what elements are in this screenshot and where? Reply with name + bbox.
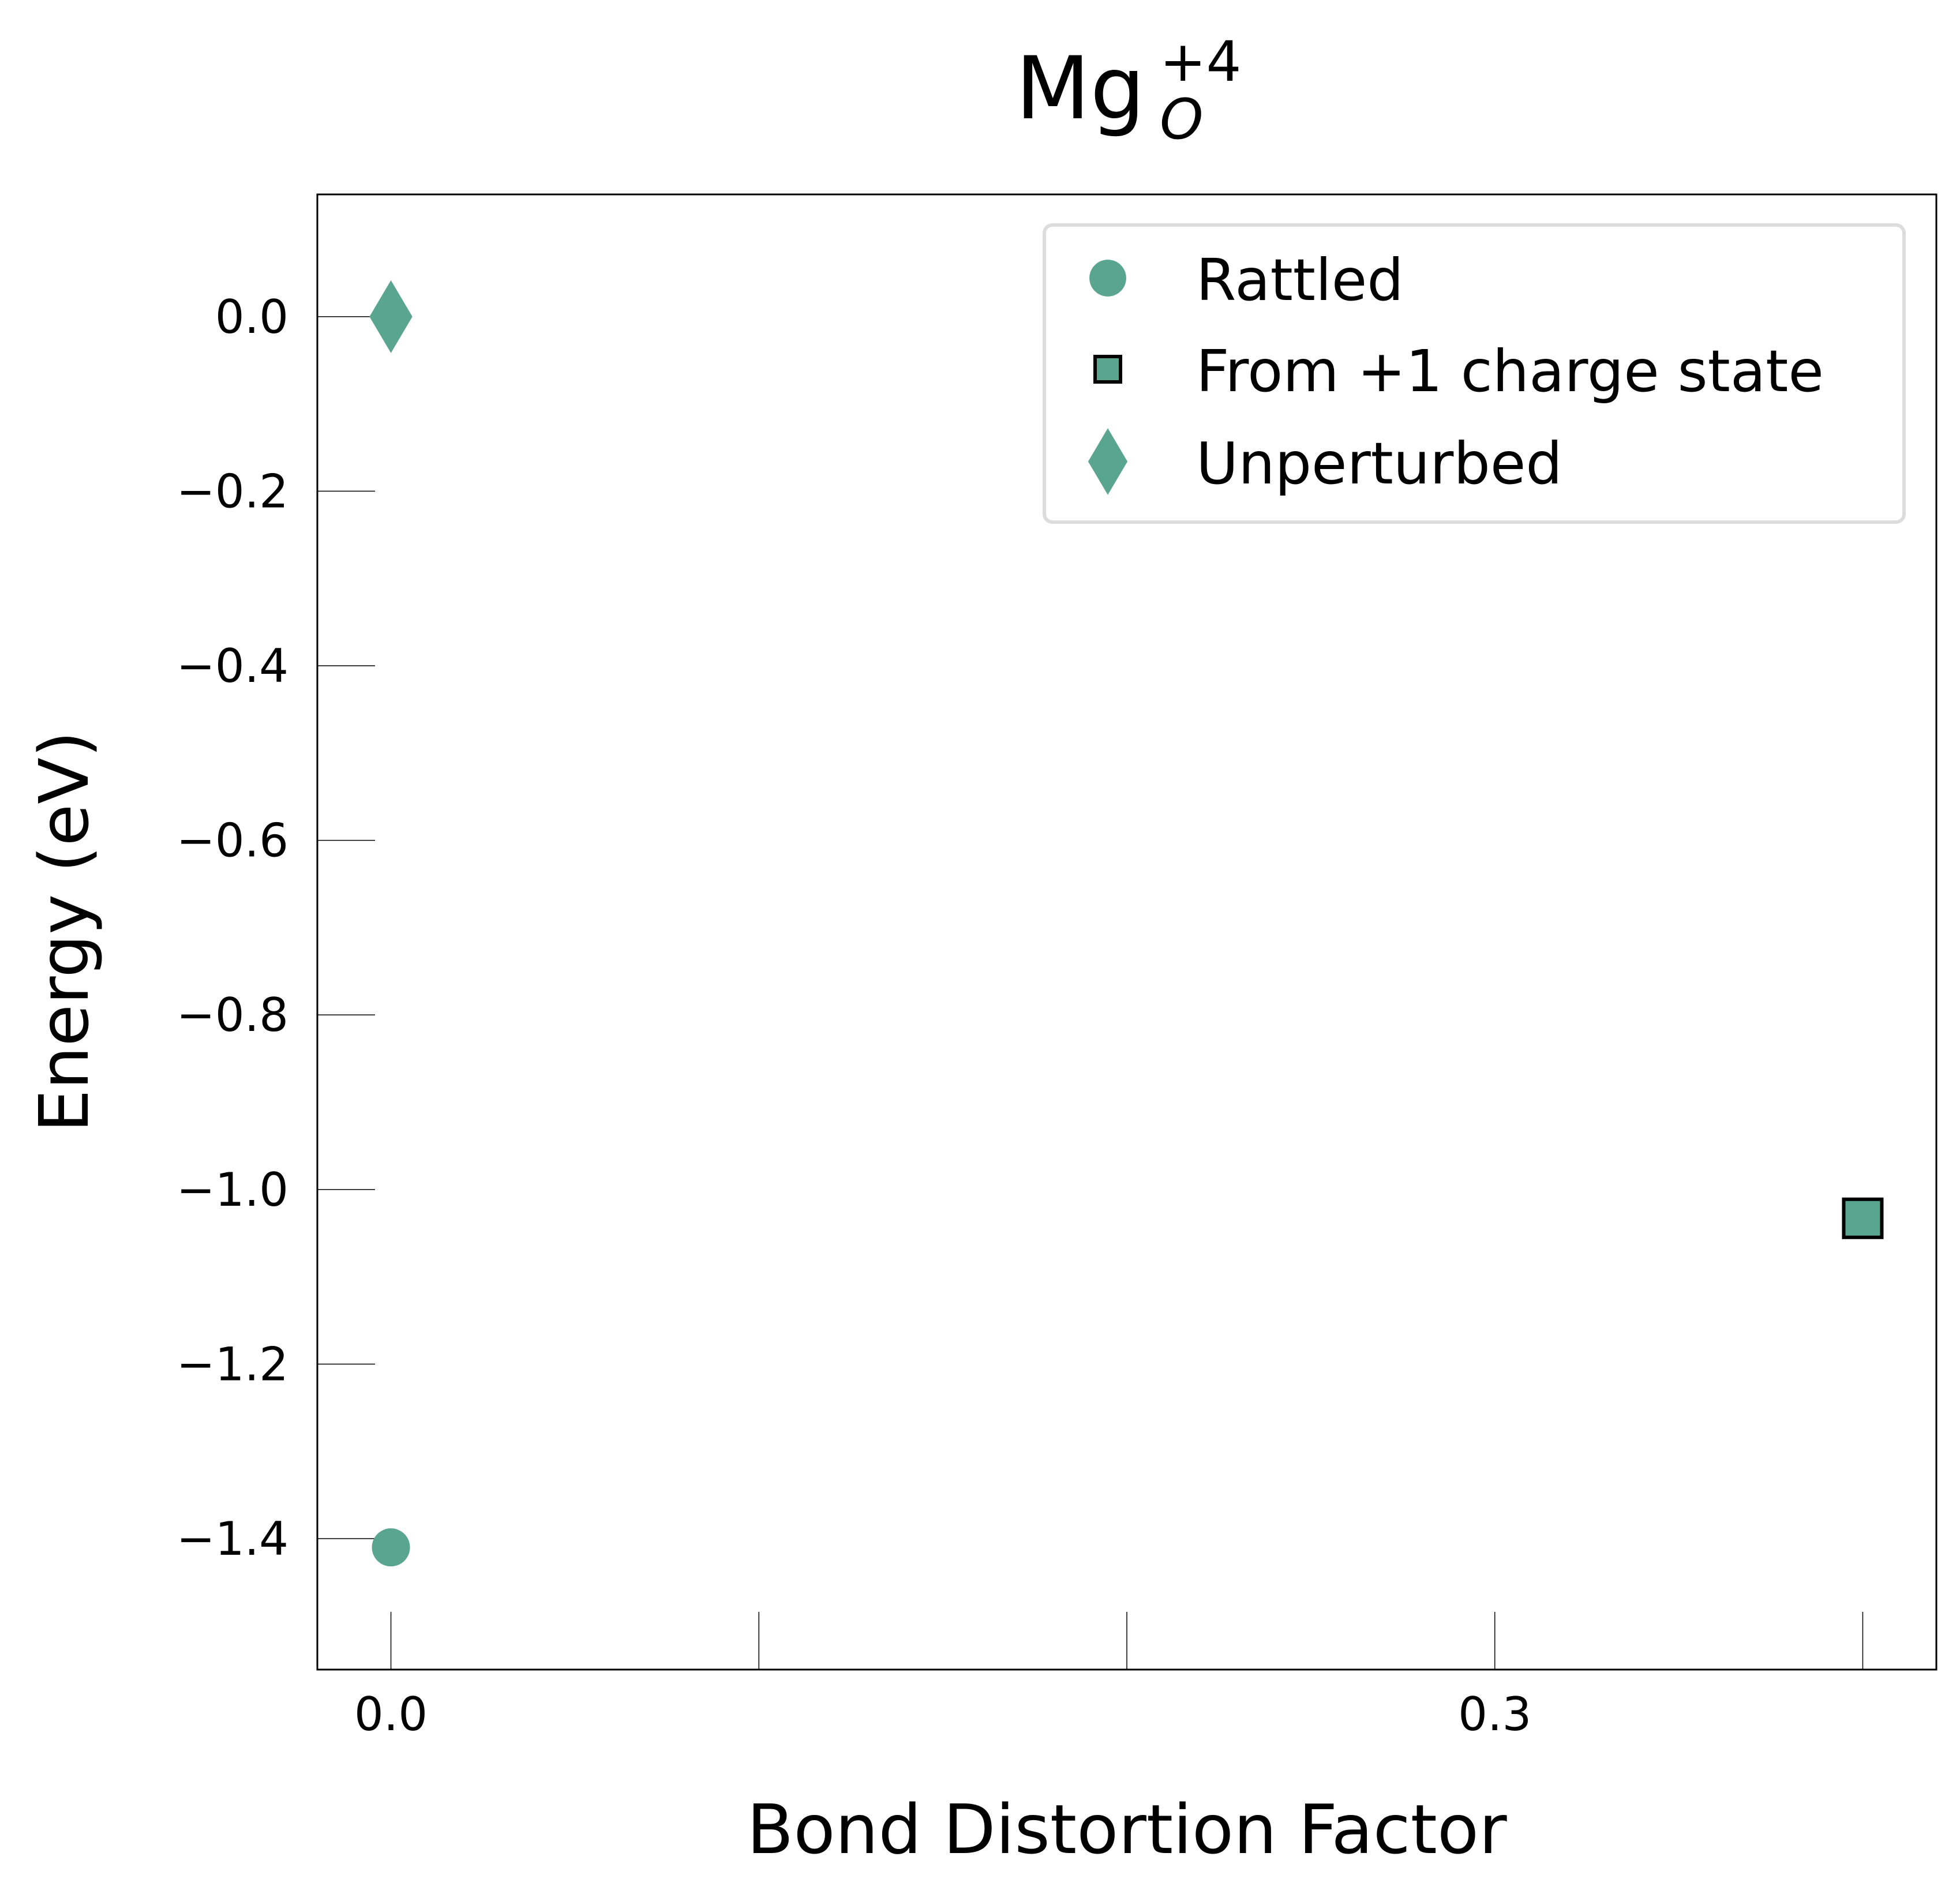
x-tick-label: 0.0 xyxy=(354,1687,428,1741)
data-points xyxy=(369,280,1884,1567)
legend-marker-circle xyxy=(1089,260,1126,297)
x-axis-title: Bond Distortion Factor xyxy=(747,1790,1507,1869)
y-tick-label: 0.0 xyxy=(215,290,288,344)
y-axis-ticks: 0.0 −0.2 −0.4 −0.6 −0.8 −1.0 −1.2 −1.4 xyxy=(177,290,375,1566)
x-axis-ticks: 0.0 0.3 xyxy=(354,1612,1864,1741)
legend-label: Rattled xyxy=(1196,246,1404,314)
title-superscript: +4 xyxy=(1160,29,1242,94)
y-tick-label: −0.2 xyxy=(177,464,288,518)
x-tick-label: 0.3 xyxy=(1458,1687,1531,1741)
title-base: Mg xyxy=(1015,39,1145,139)
y-tick-label: −1.0 xyxy=(177,1163,288,1217)
y-tick-label: −0.4 xyxy=(177,639,288,693)
y-axis-title: Energy (eV) xyxy=(24,731,104,1132)
legend-label: Unperturbed xyxy=(1196,430,1562,497)
legend-label: From +1 charge state xyxy=(1196,337,1824,405)
legend-marker-diamond xyxy=(1088,428,1128,495)
legend-box xyxy=(1043,223,1906,524)
legend-marker-square xyxy=(1093,355,1122,384)
y-tick-label: −1.4 xyxy=(177,1512,288,1566)
y-tick-label: −0.6 xyxy=(177,814,288,868)
title-subscript: O xyxy=(1160,87,1204,152)
data-point-diamond xyxy=(369,280,413,353)
data-point-square xyxy=(1842,1197,1884,1239)
data-point-circle xyxy=(372,1528,410,1567)
legend: Rattled From +1 charge state Unperturbed xyxy=(1043,223,1906,524)
chart-title: Mg xyxy=(1015,39,1145,139)
y-tick-label: −1.2 xyxy=(177,1337,288,1391)
y-tick-label: −0.8 xyxy=(177,988,288,1042)
